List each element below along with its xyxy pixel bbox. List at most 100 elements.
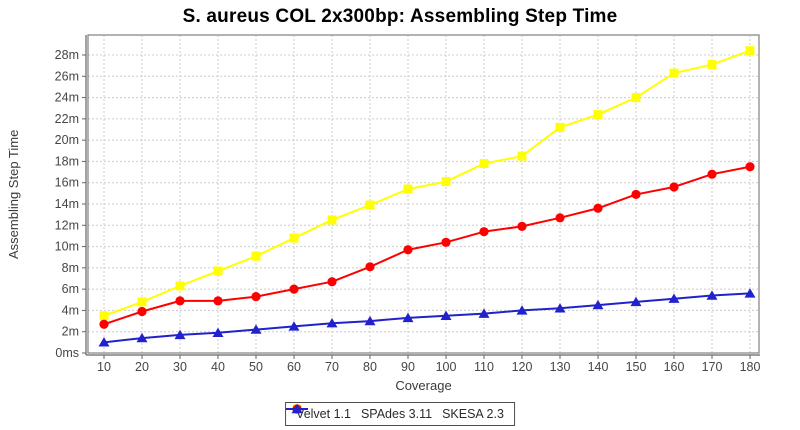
y-tick-label: 14m — [55, 197, 79, 211]
data-point-skesa-2-3 — [668, 293, 680, 303]
data-point-velvet-1-1 — [707, 60, 717, 70]
data-point-spades-3-11 — [327, 277, 337, 287]
data-point-velvet-1-1 — [213, 266, 223, 276]
data-point-velvet-1-1 — [745, 46, 755, 56]
y-tick-label: 10m — [55, 240, 79, 254]
x-tick-label: 150 — [626, 360, 647, 374]
data-point-spades-3-11 — [213, 296, 223, 306]
x-tick-label: 110 — [474, 360, 494, 374]
y-tick-label: 18m — [55, 154, 79, 168]
data-point-skesa-2-3 — [212, 327, 224, 337]
data-point-spades-3-11 — [631, 189, 641, 200]
data-point-spades-3-11 — [175, 296, 185, 306]
legend-item-skesa-2-3: SKESA 2.3 — [286, 403, 504, 421]
legend-label: Velvet 1.1 — [296, 407, 351, 421]
data-point-skesa-2-3 — [326, 318, 338, 328]
data-point-spades-3-11 — [479, 227, 489, 237]
data-point-velvet-1-1 — [479, 159, 489, 169]
x-tick-label: 100 — [436, 360, 457, 374]
data-point-velvet-1-1 — [631, 93, 641, 103]
y-tick-label: 24m — [55, 91, 79, 105]
data-point-skesa-2-3 — [136, 332, 148, 343]
data-point-velvet-1-1 — [669, 68, 679, 78]
data-point-spades-3-11 — [555, 213, 565, 223]
data-point-velvet-1-1 — [593, 110, 603, 120]
legend-label: SPAdes 3.11 — [360, 407, 433, 421]
data-point-skesa-2-3 — [706, 290, 718, 300]
y-tick-label: 12m — [55, 218, 79, 232]
x-tick-label: 90 — [401, 360, 415, 374]
data-point-skesa-2-3 — [288, 321, 300, 331]
data-point-velvet-1-1 — [137, 297, 147, 307]
x-tick-label: 140 — [588, 360, 609, 374]
data-point-spades-3-11 — [707, 169, 717, 179]
data-point-spades-3-11 — [365, 262, 375, 272]
data-point-velvet-1-1 — [555, 122, 565, 132]
x-tick-label: 30 — [173, 360, 187, 374]
x-tick-label: 120 — [512, 360, 533, 374]
legend-item-spades-3-11: SPAdes 3.11 — [286, 404, 433, 421]
plot-border — [87, 34, 760, 354]
data-point-velvet-1-1 — [517, 151, 527, 161]
y-tick-label: 28m — [55, 48, 79, 62]
data-point-skesa-2-3 — [516, 305, 528, 315]
data-point-spades-3-11 — [403, 245, 413, 255]
data-point-velvet-1-1 — [251, 251, 261, 261]
data-point-skesa-2-3 — [440, 310, 452, 320]
y-tick-label: 2m — [62, 325, 79, 339]
x-tick-label: 40 — [211, 360, 225, 374]
data-point-skesa-2-3 — [744, 288, 756, 298]
data-point-velvet-1-1 — [327, 215, 337, 225]
triangle-marker-icon — [286, 403, 309, 414]
data-point-skesa-2-3 — [554, 303, 566, 313]
data-point-spades-3-11 — [137, 306, 147, 317]
data-point-skesa-2-3 — [250, 324, 262, 334]
x-tick-label: 80 — [363, 360, 377, 374]
series-line-spades-3-11 — [103, 165, 751, 326]
x-tick-label: 50 — [249, 360, 263, 374]
x-tick-label: 60 — [287, 360, 301, 374]
legend-label: SKESA 2.3 — [442, 407, 504, 421]
data-point-skesa-2-3 — [630, 296, 642, 307]
data-point-spades-3-11 — [289, 284, 299, 294]
x-tick-label: 160 — [664, 360, 685, 374]
data-point-spades-3-11 — [441, 237, 451, 247]
data-point-velvet-1-1 — [403, 184, 413, 194]
y-axis-title: Assembling Step Time — [6, 129, 21, 259]
x-tick-label: 170 — [702, 360, 723, 374]
x-tick-label: 130 — [550, 360, 571, 374]
y-tick-label: 8m — [62, 261, 79, 275]
legend: Velvet 1.1 SPAdes 3.11 SKESA 2.3 — [285, 402, 515, 426]
data-point-velvet-1-1 — [441, 177, 451, 187]
data-point-skesa-2-3 — [98, 337, 110, 347]
data-point-skesa-2-3 — [592, 299, 604, 310]
y-tick-label: 16m — [55, 176, 79, 190]
y-tick-label: 20m — [55, 133, 79, 147]
data-point-spades-3-11 — [593, 203, 603, 213]
data-point-velvet-1-1 — [175, 281, 185, 291]
x-tick-label: 20 — [135, 360, 149, 374]
x-tick-label: 10 — [97, 360, 111, 374]
data-point-skesa-2-3 — [174, 329, 186, 340]
data-point-velvet-1-1 — [365, 200, 375, 210]
series-line-skesa-2-3 — [103, 292, 751, 344]
y-tick-label: 6m — [62, 282, 79, 296]
x-axis-title: Coverage — [395, 378, 452, 393]
data-point-skesa-2-3 — [364, 315, 376, 326]
data-point-spades-3-11 — [251, 291, 261, 302]
y-tick-label: 22m — [55, 112, 79, 126]
y-tick-label: 4m — [62, 303, 79, 317]
data-point-velvet-1-1 — [289, 233, 299, 243]
data-point-spades-3-11 — [745, 162, 755, 172]
data-point-spades-3-11 — [517, 221, 527, 231]
data-point-skesa-2-3 — [402, 312, 414, 323]
x-tick-label: 180 — [740, 360, 761, 374]
plot-area: 10 20 30 40 50 60 70 80 90 100 110 120 130 140 150 160 1… — [55, 34, 761, 374]
data-point-skesa-2-3 — [478, 308, 490, 318]
data-point-spades-3-11 — [669, 182, 679, 192]
data-point-spades-3-11 — [99, 319, 109, 329]
y-tick-label: 26m — [55, 69, 79, 83]
data-point-velvet-1-1 — [99, 311, 109, 321]
series-line-velvet-1-1 — [103, 49, 751, 317]
